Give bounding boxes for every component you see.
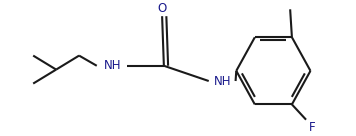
Text: F: F [309,121,316,134]
Text: NH: NH [104,59,121,72]
Text: O: O [157,2,167,15]
Text: NH: NH [213,75,231,88]
